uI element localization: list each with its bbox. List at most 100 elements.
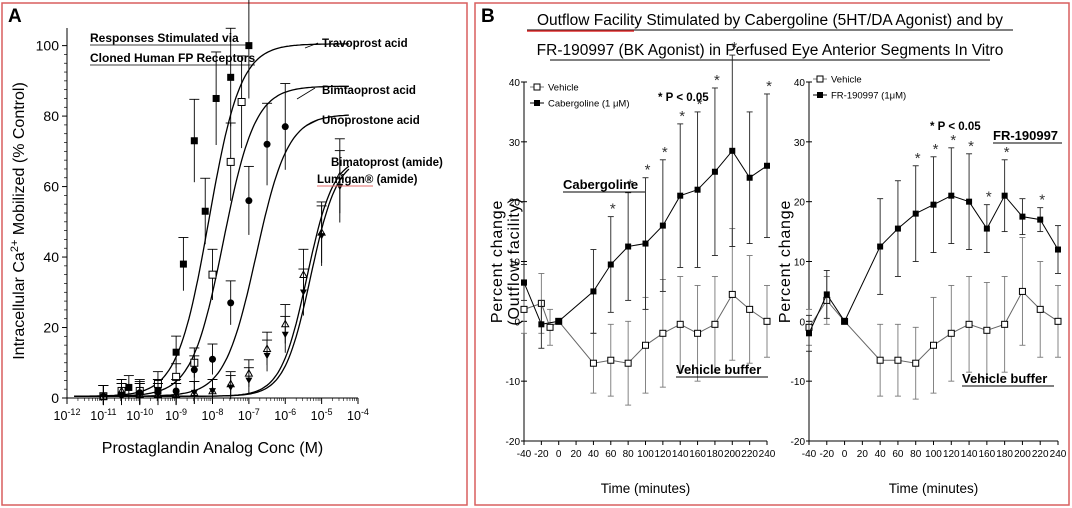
data-point <box>1036 305 1044 313</box>
data-point <box>1019 213 1026 220</box>
y-tick-label: 20 <box>43 320 59 336</box>
data-point <box>1037 216 1044 223</box>
data-point <box>607 356 615 364</box>
series-1 <box>74 55 349 406</box>
panel-b-border <box>474 2 1070 506</box>
fit-curve <box>74 43 349 397</box>
series-label: Bimatoprost (amide) <box>331 157 443 169</box>
data-point <box>965 320 973 328</box>
data-point <box>590 288 597 295</box>
y-axis-label-line: Percent change <box>777 200 794 323</box>
data-point <box>694 186 701 193</box>
x-tick-label: -20 <box>534 449 549 460</box>
significance-star: * <box>968 138 974 155</box>
data-point <box>930 201 937 208</box>
x-tick-label: 200 <box>724 449 741 460</box>
legend-marker <box>534 100 540 106</box>
data-point <box>172 348 180 356</box>
y-tick-label: 20 <box>509 198 521 209</box>
x-tick-label: 80 <box>623 449 635 460</box>
y-tick-label: 0 <box>514 317 520 328</box>
x-tick-label: 160 <box>689 449 706 460</box>
legend-label: Vehicle <box>831 75 862 86</box>
x-tick-label: 60 <box>892 449 904 460</box>
data-point <box>589 359 597 367</box>
data-point <box>947 329 955 337</box>
data-point <box>746 305 754 313</box>
x-tick-label: 10-6 <box>274 407 296 423</box>
significance-star: * <box>766 78 772 95</box>
data-point <box>1001 320 1009 328</box>
significance-star: * <box>714 72 720 89</box>
panel-a: A 0 20 40 60 80 100 10-12 10-11 10-10 10-9 10-8 10-… <box>1 0 468 506</box>
x-tick-label: 140 <box>961 449 978 460</box>
significance-star: * <box>697 96 703 113</box>
series-label: Lumigan® (amide) <box>317 174 418 186</box>
y-axis-label-line: Percent change <box>489 200 506 323</box>
data-point <box>930 341 937 349</box>
y-tick-label: 10 <box>794 258 806 269</box>
data-point <box>318 233 326 240</box>
y-tick-label: 10 <box>509 258 521 269</box>
data-point <box>1055 246 1061 253</box>
significance-star: * <box>1039 192 1045 209</box>
data-point <box>209 388 216 395</box>
data-point <box>659 329 667 337</box>
data-point <box>1001 192 1008 199</box>
data-point <box>237 98 246 106</box>
x-tick-label: 120 <box>943 449 960 460</box>
y-tick-label: 80 <box>43 108 59 124</box>
x-tick-label: 100 <box>637 449 654 460</box>
significance-star: * <box>915 150 921 167</box>
data-point <box>966 198 973 205</box>
data-point <box>1054 317 1062 325</box>
legend-label: Vehicle <box>548 83 579 94</box>
x-tick-label: 240 <box>759 449 776 460</box>
legend-marker <box>533 83 541 91</box>
data-point <box>607 261 614 268</box>
x-tick-label: 10-11 <box>90 407 116 423</box>
significance-star: * <box>950 132 956 149</box>
x-tick-label: 0 <box>842 449 848 460</box>
data-point <box>642 341 649 349</box>
data-point <box>677 192 684 199</box>
leader-line <box>296 87 316 100</box>
data-point <box>876 356 884 364</box>
data-point <box>227 73 235 81</box>
significance-star: * <box>627 177 633 194</box>
x-tick-label: 20 <box>857 449 869 460</box>
panel-b-title-line2: FR-190997 (BK Agonist) in Perfused Eye A… <box>537 42 1004 59</box>
data-point <box>659 222 666 229</box>
data-point <box>118 391 126 398</box>
series-line <box>808 290 1059 364</box>
data-point <box>983 225 990 232</box>
leader-line <box>304 42 319 49</box>
significance-star: * <box>645 162 651 179</box>
data-point <box>625 243 632 250</box>
data-point <box>948 192 955 199</box>
significance-star: * <box>986 189 992 206</box>
y-axis-label: Intracellular Ca2+ Mobilized (% Control) <box>9 82 28 360</box>
x-tick-label: 10-8 <box>202 407 224 423</box>
data-point <box>521 279 527 286</box>
significance-star: * <box>679 108 685 125</box>
x-tick-label: 80 <box>910 449 922 460</box>
series-label: Unoprostone acid <box>322 115 420 127</box>
data-point <box>806 330 812 337</box>
y-tick-label: -10 <box>791 377 806 388</box>
significance-star: * <box>1004 144 1010 161</box>
x-axis-label: Time (minutes) <box>889 481 979 496</box>
significance-star: * <box>933 141 939 158</box>
series-line <box>808 194 1059 334</box>
data-point <box>136 391 144 398</box>
x-axis-label: Prostaglandin Analog Conc (M) <box>102 440 323 457</box>
data-point <box>212 94 220 102</box>
data-point <box>711 320 719 328</box>
y-axis-label-line: (Outflow facility) <box>506 197 523 325</box>
y-tick-label: 60 <box>43 179 59 195</box>
y-tick-label: 30 <box>509 138 521 149</box>
data-point <box>208 270 217 279</box>
x-tick-label: -20 <box>820 449 835 460</box>
